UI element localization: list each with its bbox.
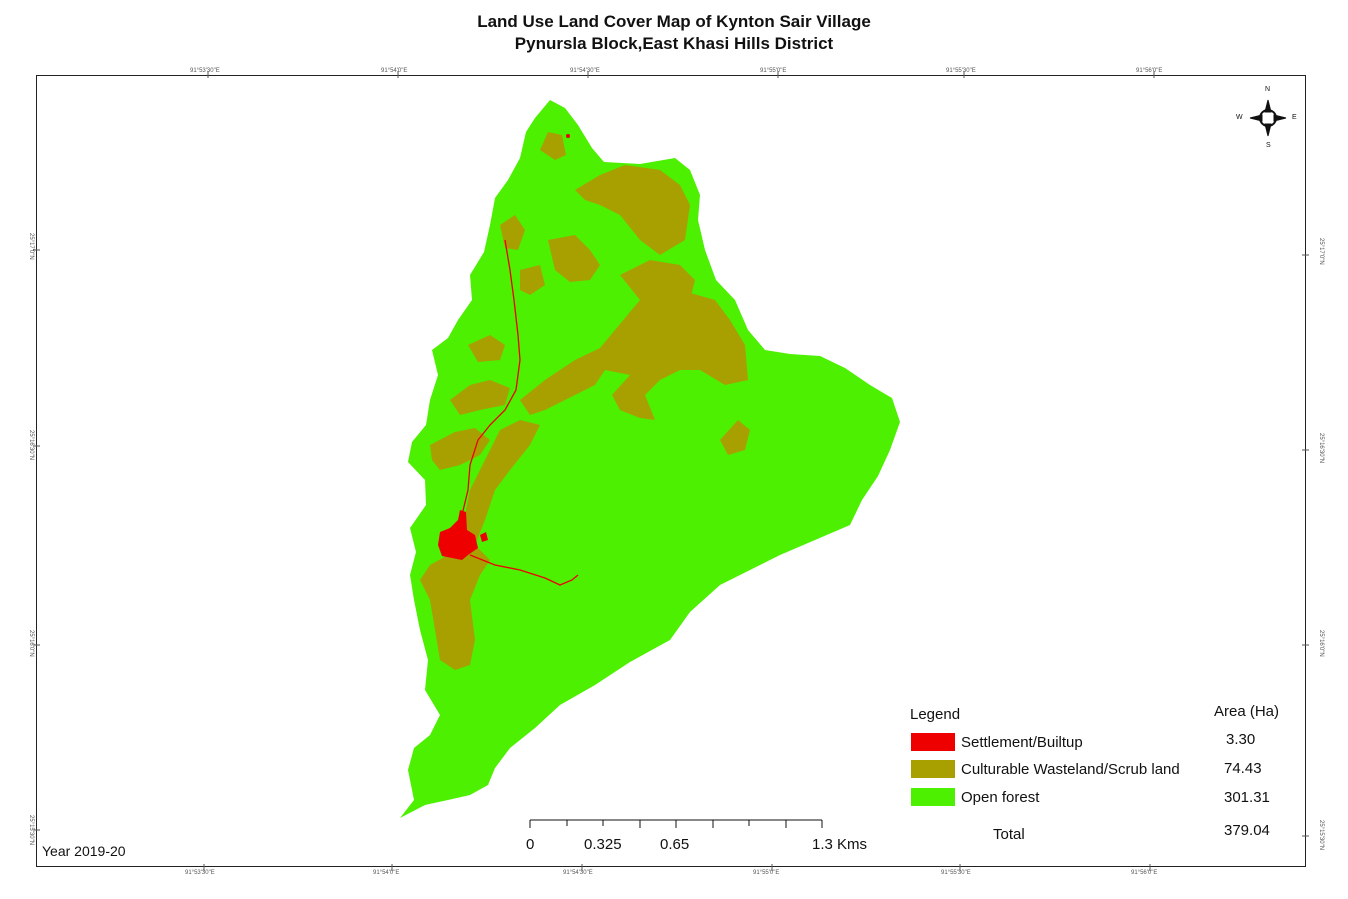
scale-label-3: 1.3 Kms — [812, 836, 868, 853]
scale-bar — [529, 819, 823, 828]
legend-swatch — [911, 788, 955, 806]
map-title: Land Use Land Cover Map of Kynton Sair V… — [477, 12, 871, 31]
coord-top-5: 91°55'30"E — [946, 68, 976, 74]
compass-w-label: W — [1236, 114, 1243, 121]
legend-label: Settlement/Builtup — [961, 734, 1083, 751]
coord-top-2: 91°54'0"E — [381, 68, 408, 74]
coord-top-4: 91°55'0"E — [760, 68, 787, 74]
legend-area-value: 74.43 — [1224, 760, 1262, 777]
legend-area-value: 301.31 — [1224, 789, 1270, 806]
total-value: 379.04 — [1224, 822, 1270, 839]
map-subtitle: Pynursla Block,East Khasi Hills District — [514, 34, 834, 53]
coord-bottom-2: 91°54'0"E — [373, 870, 400, 876]
scale-label-2: 0.65 — [660, 836, 690, 853]
graticule-ticks — [33, 71, 1309, 871]
year-label: Year 2019-20 — [42, 843, 126, 859]
legend-swatch — [911, 760, 955, 778]
compass-s-label: S — [1266, 142, 1271, 149]
scale-label-1: 0.325 — [584, 836, 622, 853]
legend-area-value: 3.30 — [1226, 731, 1256, 748]
compass-e-label: E — [1292, 114, 1297, 121]
coord-top-3: 91°54'30"E — [570, 68, 600, 74]
coord-top-6: 91°56'0"E — [1136, 68, 1163, 74]
coord-bottom-1: 91°53'30"E — [185, 870, 215, 876]
coord-bottom-5: 91°55'30"E — [941, 870, 971, 876]
legend-label: Open forest — [961, 789, 1040, 806]
compass-n-label: N — [1265, 86, 1271, 93]
coord-bottom-4: 91°55'0"E — [753, 870, 780, 876]
total-label: Total — [993, 826, 1025, 843]
coord-top-1: 91°53'30"E — [190, 68, 220, 74]
north-arrow-icon — [1249, 99, 1287, 137]
legend-title: Legend — [910, 706, 961, 723]
coord-bottom-6: 91°56'0"E — [1131, 870, 1158, 876]
settlement-areas — [438, 134, 570, 560]
map-frame — [36, 75, 1306, 867]
area-header: Area (Ha) — [1214, 703, 1280, 720]
coord-bottom-3: 91°54'30"E — [563, 870, 593, 876]
legend-label: Culturable Wasteland/Scrub land — [961, 761, 1180, 778]
road-line — [459, 239, 579, 586]
legend-swatch — [911, 733, 955, 751]
scrub-land-areas — [420, 132, 750, 670]
scale-label-0: 0 — [526, 836, 535, 853]
